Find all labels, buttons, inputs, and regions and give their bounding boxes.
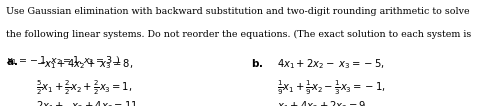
Text: $\frac{5}{2}x_1 + \frac{2}{2}x_2 + \frac{2}{2}x_3 = 1,$: $\frac{5}{2}x_1 + \frac{2}{2}x_2 + \frac… (36, 78, 133, 97)
Text: $\mathbf{a.}$: $\mathbf{a.}$ (6, 57, 18, 67)
Text: $-x_1 + 4x_2 +\ x_3 = 8,$: $-x_1 + 4x_2 +\ x_3 = 8,$ (36, 57, 134, 71)
Text: $x_1 + 4x_2 + 2x_3 = 9.$: $x_1 + 4x_2 + 2x_3 = 9.$ (277, 100, 370, 106)
Text: $\mathbf{b.}$: $\mathbf{b.}$ (251, 57, 263, 69)
Text: $\frac{1}{9}x_1 + \frac{1}{9}x_2 - \frac{1}{3}x_3 = -1,$: $\frac{1}{9}x_1 + \frac{1}{9}x_2 - \frac… (277, 78, 386, 97)
Text: the following linear systems. Do not reorder the equations. (The exact solution : the following linear systems. Do not reo… (6, 30, 471, 39)
Text: $x_1 = -1, x_2 = 1, x_3 = 3.$): $x_1 = -1, x_2 = 1, x_3 = 3.$) (6, 53, 120, 66)
Text: Use Gaussian elimination with backward substitution and two-digit rounding arith: Use Gaussian elimination with backward s… (6, 7, 469, 16)
Text: $2x_1 +\ \ x_2 + 4x_3 = 11.$: $2x_1 +\ \ x_2 + 4x_3 = 11.$ (36, 100, 141, 106)
Text: $4x_1 + 2x_2 -\ x_3 = -5,$: $4x_1 + 2x_2 -\ x_3 = -5,$ (277, 57, 385, 71)
